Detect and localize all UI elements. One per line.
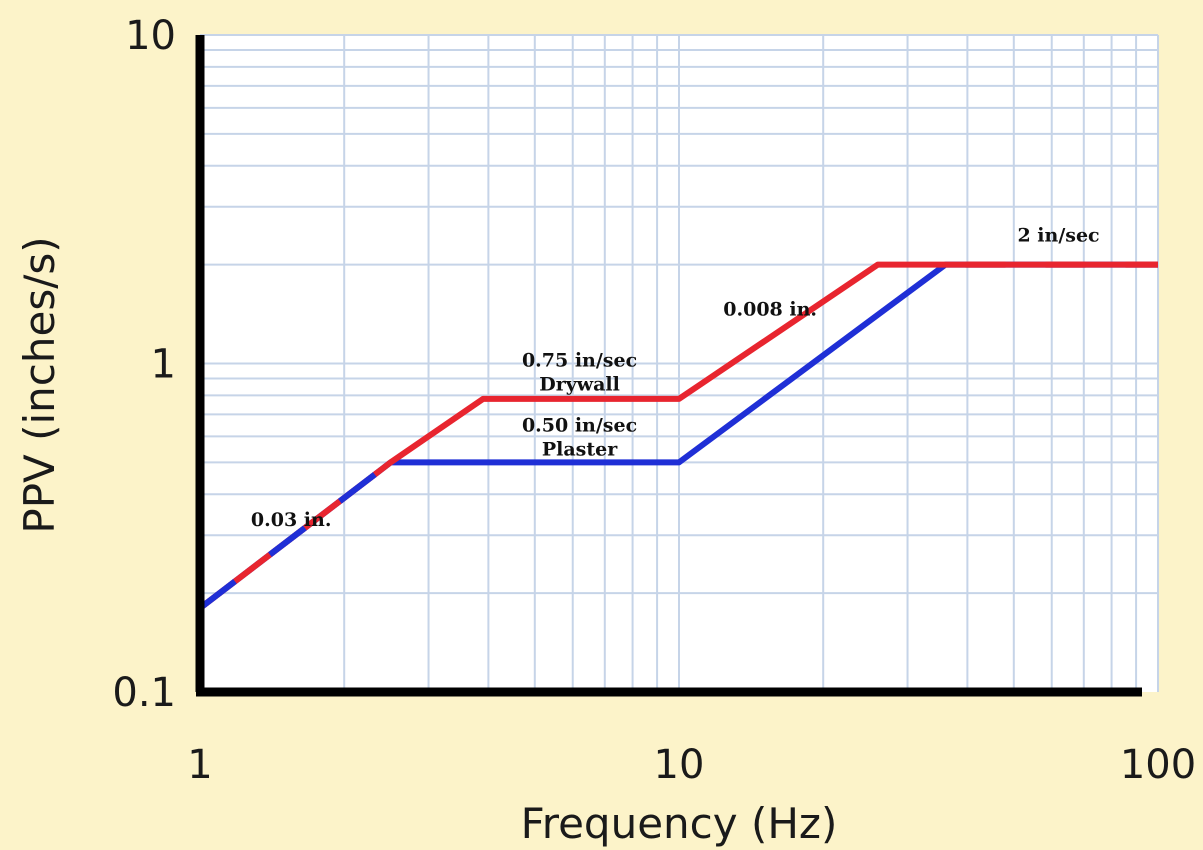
annotation-line: 0.75 in/sec: [522, 349, 637, 371]
annotations: 0.03 in. 0.75 in/sec Drywall 0.50 in/sec Pla…: [251, 225, 1100, 531]
y-tick-label: 10: [125, 13, 176, 59]
x-tick-label: 10: [654, 742, 705, 788]
annotation-line: 2 in/sec: [1017, 225, 1099, 247]
x-tick-label: 100: [1120, 742, 1196, 788]
annotation-line: 0.008 in.: [723, 298, 817, 320]
annotation-label: 0.03 in.: [251, 509, 332, 531]
annotation-line: Drywall: [539, 373, 620, 395]
annotation-line: 0.50 in/sec: [522, 415, 637, 437]
annotation-label: 0.008 in.: [723, 298, 817, 320]
series-line-shared-dashed: [198, 460, 393, 611]
annotation-line: Plaster: [542, 439, 618, 461]
annotation-label: 2 in/sec: [1017, 225, 1099, 247]
y-tick-label: 1: [151, 342, 176, 388]
x-tick-label: 1: [187, 742, 212, 788]
grid-lines: [200, 34, 1159, 692]
annotation-label: 0.75 in/sec Drywall: [522, 349, 637, 395]
annotation-label: 0.50 in/sec Plaster: [522, 415, 637, 461]
annotation-line: 0.03 in.: [251, 509, 332, 531]
series-layer: [198, 261, 1158, 611]
y-axis-title: PPV (inches/s): [15, 236, 64, 533]
x-axis-title: Frequency (Hz): [521, 799, 838, 848]
y-tick-label: 0.1: [112, 670, 176, 716]
